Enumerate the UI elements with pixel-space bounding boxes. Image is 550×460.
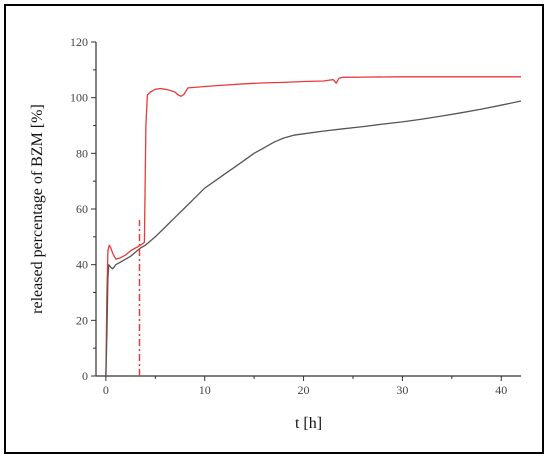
y-tick-label: 80 <box>76 146 88 160</box>
x-tick-label: 40 <box>495 383 507 397</box>
series-line-1 <box>105 76 521 377</box>
y-tick-label: 20 <box>76 313 88 327</box>
y-tick-label: 40 <box>76 258 88 272</box>
x-tick-label: 30 <box>396 383 408 397</box>
x-axis-label: t [h] <box>295 415 322 432</box>
x-tick-label: 0 <box>103 383 109 397</box>
y-tick-label: 120 <box>70 35 88 49</box>
x-tick-label: 10 <box>199 383 211 397</box>
series-layer <box>105 76 522 377</box>
tick-marks: 0 20 40 60 80 100 120 0 10 20 30 40 <box>70 35 507 397</box>
y-tick-label: 60 <box>76 202 88 216</box>
figure-frame: 0 20 40 60 80 100 120 0 10 20 30 40 t [h] released … <box>4 4 544 454</box>
y-axis-label: released percentage of BZM [%] <box>29 104 46 314</box>
y-tick-label: 100 <box>70 91 88 105</box>
series-line-2 <box>105 100 522 377</box>
y-tick-label: 0 <box>82 369 88 383</box>
release-chart: 0 20 40 60 80 100 120 0 10 20 30 40 t [h] released … <box>29 35 522 432</box>
axes <box>95 42 521 377</box>
x-tick-label: 20 <box>298 383 310 397</box>
